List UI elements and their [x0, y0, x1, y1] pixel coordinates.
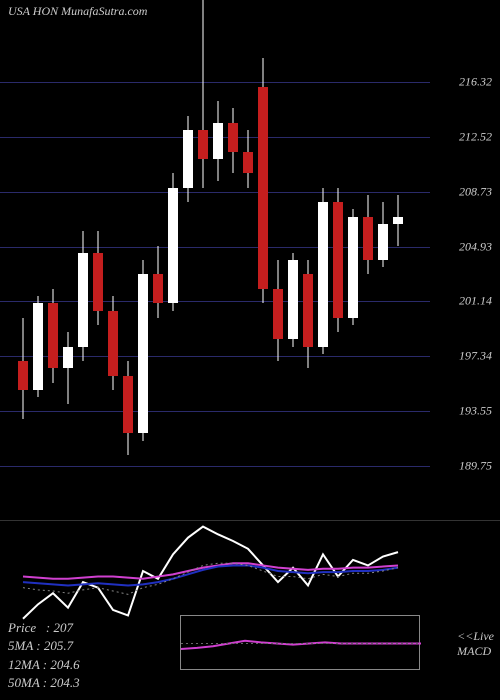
- candle-body: [258, 87, 268, 289]
- candle-body: [78, 253, 88, 347]
- candle-body: [318, 202, 328, 346]
- candle[interactable]: [243, 0, 253, 520]
- candle[interactable]: [48, 0, 58, 520]
- candle-body: [393, 217, 403, 224]
- candle-body: [378, 224, 388, 260]
- candle-wick: [68, 332, 69, 404]
- candle-body: [333, 202, 343, 318]
- candle[interactable]: [33, 0, 43, 520]
- candle-body: [93, 253, 103, 311]
- candle[interactable]: [183, 0, 193, 520]
- price-panel[interactable]: 216.32 212.52 208.73 204.93 201.14 197.34 193.…: [0, 0, 500, 520]
- candle-body: [108, 311, 118, 376]
- macd-mini-panel: [180, 615, 420, 670]
- candle-body: [183, 130, 193, 188]
- candle-body: [18, 361, 28, 390]
- candle-body: [48, 303, 58, 368]
- candle-body: [288, 260, 298, 339]
- stat-50ma: 50MA : 204.3: [8, 674, 80, 692]
- candle-body: [138, 274, 148, 433]
- candle[interactable]: [198, 0, 208, 520]
- candle[interactable]: [123, 0, 133, 520]
- stats-block: Price : 207 5MA : 205.7 12MA : 204.6 50M…: [8, 619, 80, 692]
- candle[interactable]: [348, 0, 358, 520]
- candle-body: [63, 347, 73, 369]
- grid-label: 208.73: [459, 184, 492, 199]
- ticker-label: USA HON: [8, 4, 58, 18]
- candle-body: [243, 152, 253, 174]
- indicator-panel[interactable]: <<Live MACD Price : 207 5MA : 205.7 12MA…: [0, 520, 500, 700]
- candle[interactable]: [318, 0, 328, 520]
- candle[interactable]: [108, 0, 118, 520]
- candle-body: [348, 217, 358, 318]
- candle[interactable]: [303, 0, 313, 520]
- macd-mini-line: [181, 616, 421, 671]
- candle[interactable]: [153, 0, 163, 520]
- candle-body: [198, 130, 208, 159]
- candle-body: [153, 274, 163, 303]
- candle-body: [363, 217, 373, 260]
- candle-body: [213, 123, 223, 159]
- source-label: MunafaSutra.com: [61, 4, 147, 18]
- candle[interactable]: [93, 0, 103, 520]
- grid-label: 204.93: [459, 239, 492, 254]
- candle[interactable]: [138, 0, 148, 520]
- indicator-line-dotted: [23, 563, 398, 594]
- candle[interactable]: [18, 0, 28, 520]
- candle-body: [123, 376, 133, 434]
- stat-5ma: 5MA : 205.7: [8, 637, 80, 655]
- candle-body: [33, 303, 43, 390]
- candle[interactable]: [378, 0, 388, 520]
- indicator-line-blue: [23, 565, 398, 585]
- candle[interactable]: [393, 0, 403, 520]
- indicator-line-magenta: [23, 563, 398, 579]
- indicator-lines: [0, 521, 500, 621]
- candle-wick: [203, 0, 204, 188]
- grid-label: 189.75: [459, 458, 492, 473]
- candle[interactable]: [168, 0, 178, 520]
- chart-header: USA HON MunafaSutra.com: [8, 4, 147, 19]
- grid-label: 201.14: [459, 294, 492, 309]
- live-macd-label: <<Live MACD: [457, 629, 494, 658]
- mini-macd-line: [181, 641, 421, 649]
- candle-body: [168, 188, 178, 304]
- candle[interactable]: [288, 0, 298, 520]
- stock-chart: USA HON MunafaSutra.com 216.32 212.52 208.…: [0, 0, 500, 700]
- candle[interactable]: [78, 0, 88, 520]
- grid-label: 193.55: [459, 403, 492, 418]
- stat-12ma: 12MA : 204.6: [8, 656, 80, 674]
- candle[interactable]: [63, 0, 73, 520]
- candle[interactable]: [273, 0, 283, 520]
- candle[interactable]: [258, 0, 268, 520]
- candle[interactable]: [333, 0, 343, 520]
- candle[interactable]: [363, 0, 373, 520]
- candle[interactable]: [213, 0, 223, 520]
- candle[interactable]: [228, 0, 238, 520]
- candle-body: [303, 274, 313, 346]
- grid-label: 197.34: [459, 349, 492, 364]
- stat-price: Price : 207: [8, 619, 80, 637]
- candle-body: [273, 289, 283, 340]
- indicator-line-white: [23, 527, 398, 619]
- grid-label: 216.32: [459, 75, 492, 90]
- grid-label: 212.52: [459, 129, 492, 144]
- candle-body: [228, 123, 238, 152]
